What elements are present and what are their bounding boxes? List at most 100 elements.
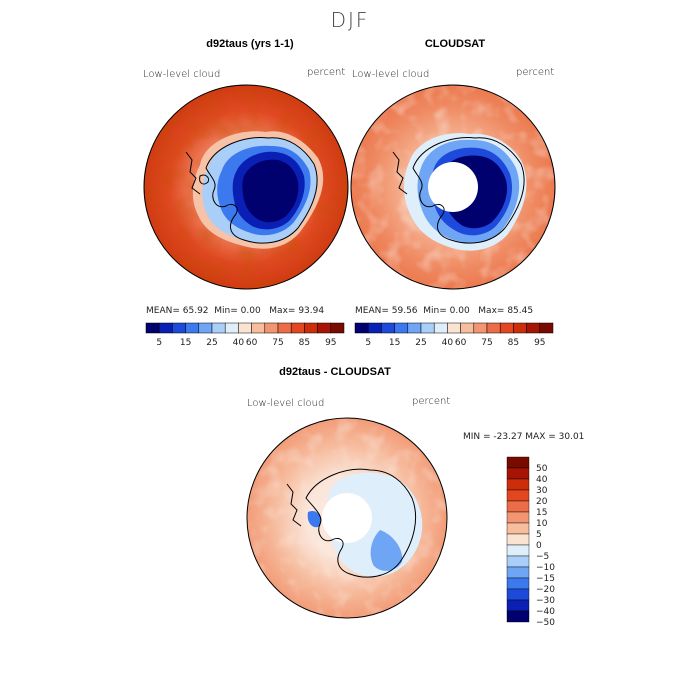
panel-2-colorbar-swatch [367,322,382,334]
diff-colorbar-swatch [506,588,530,601]
panel-1-colorbar-tick-label: 15 [180,338,191,348]
panel-2-map [350,84,556,290]
panel-1-max-value: 93.94 [298,306,325,316]
panel-1-colorbar-swatch [264,322,279,334]
diff-colorbar-swatch [506,500,530,513]
diff-colorbar-tick-label: 15 [536,508,547,518]
panel-1-colorbar-tick-label: 85 [299,338,310,348]
panel-2-colorbar-swatch [433,322,448,334]
diff-colorbar-swatch [506,467,530,480]
diff-colorbar-swatch [506,566,530,579]
panel-1-stats: MEAN= 65.92 Min= 0.00 Max= 93.94 [146,306,325,316]
panel-2-colorbar-tick-label: 75 [481,338,492,348]
diff-colorbar-swatch [506,511,530,524]
panel-2-colorbar-swatch [354,322,369,334]
panel-2-colorbar-swatch [513,322,527,334]
panel-1-colorbar-swatch [277,322,292,334]
panel-1-colorbar-tick-label: 5 [156,338,162,348]
panel-2-colorbar-swatch [420,322,435,334]
diff-colorbar-tick-label: −10 [536,563,555,573]
diff-colorbar-tick-label: 20 [536,497,548,507]
diff-colorbar-swatch [506,478,530,491]
panel-1-colorbar-swatch [172,322,186,334]
panel-2-colorbar-swatch [381,322,395,334]
panel-1-colorbar-swatch [145,322,160,334]
panel-1-colorbar-tick-label: 25 [206,338,217,348]
panel-2-colorbar-swatch [447,322,461,334]
panel-1-colorbar-tick-label: 75 [272,338,283,348]
panel-1-colorbar-swatch [238,322,252,334]
diff-panel-field-label: Low-level cloud [247,398,325,409]
panel-2-colorbar-swatch [394,322,409,334]
panel-2-units-label: percent [516,67,555,78]
diff-colorbar-tick-label: −20 [536,585,555,595]
diff-panel-title: d92taus - CLOUDSAT [279,366,391,378]
diff-minmax-text: MIN = -23.27 MAX = 30.01 [463,432,585,442]
diff-colorbar-tick-label: −40 [536,607,555,617]
panel-1-field-label: Low-level cloud [143,69,221,80]
diff-colorbar-tick-label: 40 [536,475,548,485]
diff-colorbar-tick-label: −50 [536,618,555,628]
panel-1-colorbar-swatch [330,322,345,334]
panel-2-colorbar-tick-label: 95 [534,338,545,348]
panel-2-colorbar-tick-label: 60 [455,338,467,348]
panel-2-max-value: 85.45 [507,306,534,316]
diff-colorbar-tick-label: −5 [536,552,549,562]
panel-1-units-label: percent [307,67,346,78]
panel-2-title: CLOUDSAT [424,38,486,50]
diff-colorbar-tick-label: 30 [536,486,548,496]
panel-1-map [143,84,349,290]
diff-colorbar-tick-label: 50 [536,464,548,474]
panel-2-min-value: 0.00 [449,306,470,316]
diff-colorbar-swatch [506,533,530,546]
season-title: DJF [330,8,370,32]
panel-2-colorbar-tick-label: 85 [508,338,519,348]
panel-2-colorbar-swatch [526,322,541,334]
panel-1-colorbar-tick-label: 95 [325,338,336,348]
panel-2-colorbar-swatch [499,322,514,334]
panel-1-mean-value: 65.92 [182,306,209,316]
panel-2-colorbar-swatch [460,322,475,334]
panel-1-min-value: 0.00 [240,306,261,316]
diff-colorbar-swatch [506,456,530,469]
panel-2-colorbar-swatch [407,322,422,334]
panel-1-colorbar-swatch [211,322,226,334]
diff-colorbar-tick-label: −15 [536,574,555,584]
diff-colorbar-swatch [506,544,530,557]
diff-panel-map [246,417,448,619]
diff-colorbar-tick-label: 0 [536,541,542,551]
diff-panel-units-label: percent [412,396,451,407]
diff-colorbar-swatch [506,577,530,590]
panel-2-stats: MEAN= 59.56 Min= 0.00 Max= 85.45 [355,306,534,316]
panel-2-mean-value: 59.56 [391,306,418,316]
panel-2-colorbar-swatch [539,322,554,334]
diff-colorbar-swatch [506,599,530,612]
panel-1-colorbar-swatch [198,322,213,334]
panel-2-colorbar-tick-label: 5 [365,338,371,348]
panel-1-colorbar-swatch [304,322,318,334]
panel-1-colorbar-swatch [224,322,239,334]
diff-colorbar-swatch [506,522,530,535]
panel-1-colorbar-tick-label: 40 [233,338,245,348]
panel-2-colorbar-swatch [486,322,501,334]
panel-2-colorbar-tick-label: 40 [442,338,454,348]
panel-1-colorbar-swatch [251,322,266,334]
panel-1-colorbar-swatch [185,322,200,334]
diff-colorbar-tick-label: −30 [536,596,555,606]
diff-colorbar-tick-label: 10 [536,519,548,529]
diff-colorbar-tick-label: 5 [536,530,542,540]
panel-2-colorbar-tick-label: 15 [389,338,400,348]
panel-1-colorbar: 5 15 25 40 60 75 85 95 [145,322,345,348]
panel-1-colorbar-swatch [158,322,173,334]
panel-1-colorbar-tick-label: 60 [246,338,258,348]
diff-colorbar-swatch [506,610,530,623]
panel-1-title: d92taus (yrs 1-1) [206,38,294,50]
diff-colorbar-swatch [506,555,530,568]
panel-1-colorbar-swatch [317,322,332,334]
panel-1-colorbar-swatch [290,322,305,334]
panel-2-colorbar-tick-label: 25 [415,338,426,348]
diff-colorbar-swatch [506,489,530,502]
panel-2-colorbar-swatch [473,322,488,334]
